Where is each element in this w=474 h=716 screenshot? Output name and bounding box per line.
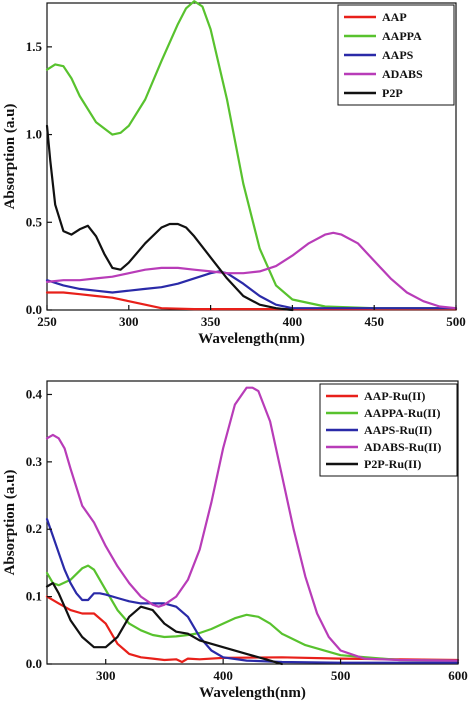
legend-label: AAPS-Ru(II): [364, 423, 432, 437]
x-tick-label: 250: [37, 314, 57, 329]
y-axis-title: Absorption (a.u): [2, 104, 18, 210]
series-line-aappa-ru-ii-: [45, 564, 460, 662]
series-line-aaps: [45, 270, 458, 310]
series-line-adabs-ru-ii-: [45, 386, 460, 662]
x-tick-label: 500: [331, 668, 351, 683]
legend-label: P2P-Ru(II): [364, 457, 421, 471]
plot-frame: [46, 380, 459, 665]
series-line-aap-ru-ii-: [45, 595, 460, 664]
legend-label: ADABS-Ru(II): [364, 440, 441, 454]
x-tick-label: 400: [213, 668, 233, 683]
x-tick-label: 300: [119, 314, 139, 329]
x-tick-label: 450: [364, 314, 384, 329]
legend-label: AAPPA-Ru(II): [364, 406, 440, 420]
legend-label: AAPPA: [382, 29, 422, 43]
x-axis-title: Wavelength(nm): [199, 685, 306, 701]
series-line-p2p-ru-ii-: [45, 582, 283, 666]
legend-label: AAP: [382, 10, 407, 24]
x-tick-label: 400: [283, 314, 303, 329]
bottom-chart: 300 400 500 600 0.0 0.1 0.2 0.3 0.4 Wavelength(nm…: [2, 380, 468, 701]
y-tick-label: 0.2: [26, 521, 42, 536]
legend: AAP AAPPA AAPS ADABS P2P: [337, 4, 455, 106]
legend-label: AAP-Ru(II): [364, 389, 425, 403]
x-axis-title: Wavelength(nm): [198, 331, 305, 347]
y-tick-label: 1.5: [26, 39, 43, 54]
x-tick-label: 300: [96, 668, 116, 683]
x-tick-label: 350: [201, 314, 221, 329]
y-tick-label: 0.3: [26, 454, 43, 469]
series-line-aappa: [45, 0, 458, 310]
legend: AAP-Ru(II) AAPPA-Ru(II) AAPS-Ru(II) ADABS-R…: [319, 383, 458, 477]
x-tick-label: 600: [448, 668, 468, 683]
y-tick-label: 0.0: [26, 656, 42, 671]
legend-label: AAPS: [382, 48, 414, 62]
y-tick-label: 0.4: [26, 386, 43, 401]
legend-label: ADABS: [382, 67, 423, 81]
series-line-p2p: [45, 124, 294, 312]
x-tick-label: 500: [446, 314, 466, 329]
y-tick-label: 1.0: [26, 127, 42, 142]
series-line-adabs: [45, 231, 458, 310]
legend-label: P2P: [382, 86, 403, 100]
top-chart: 250 300 350 400 450 500 0.0 0.5 1.0 1.5 Wavelength…: [2, 0, 466, 347]
y-tick-label: 0.1: [26, 589, 42, 604]
y-tick-label: 0.0: [26, 302, 42, 317]
y-axis-title: Absorption (a.u): [2, 470, 18, 576]
y-tick-label: 0.5: [26, 214, 43, 229]
series-line-aaps-ru-ii-: [45, 518, 460, 664]
